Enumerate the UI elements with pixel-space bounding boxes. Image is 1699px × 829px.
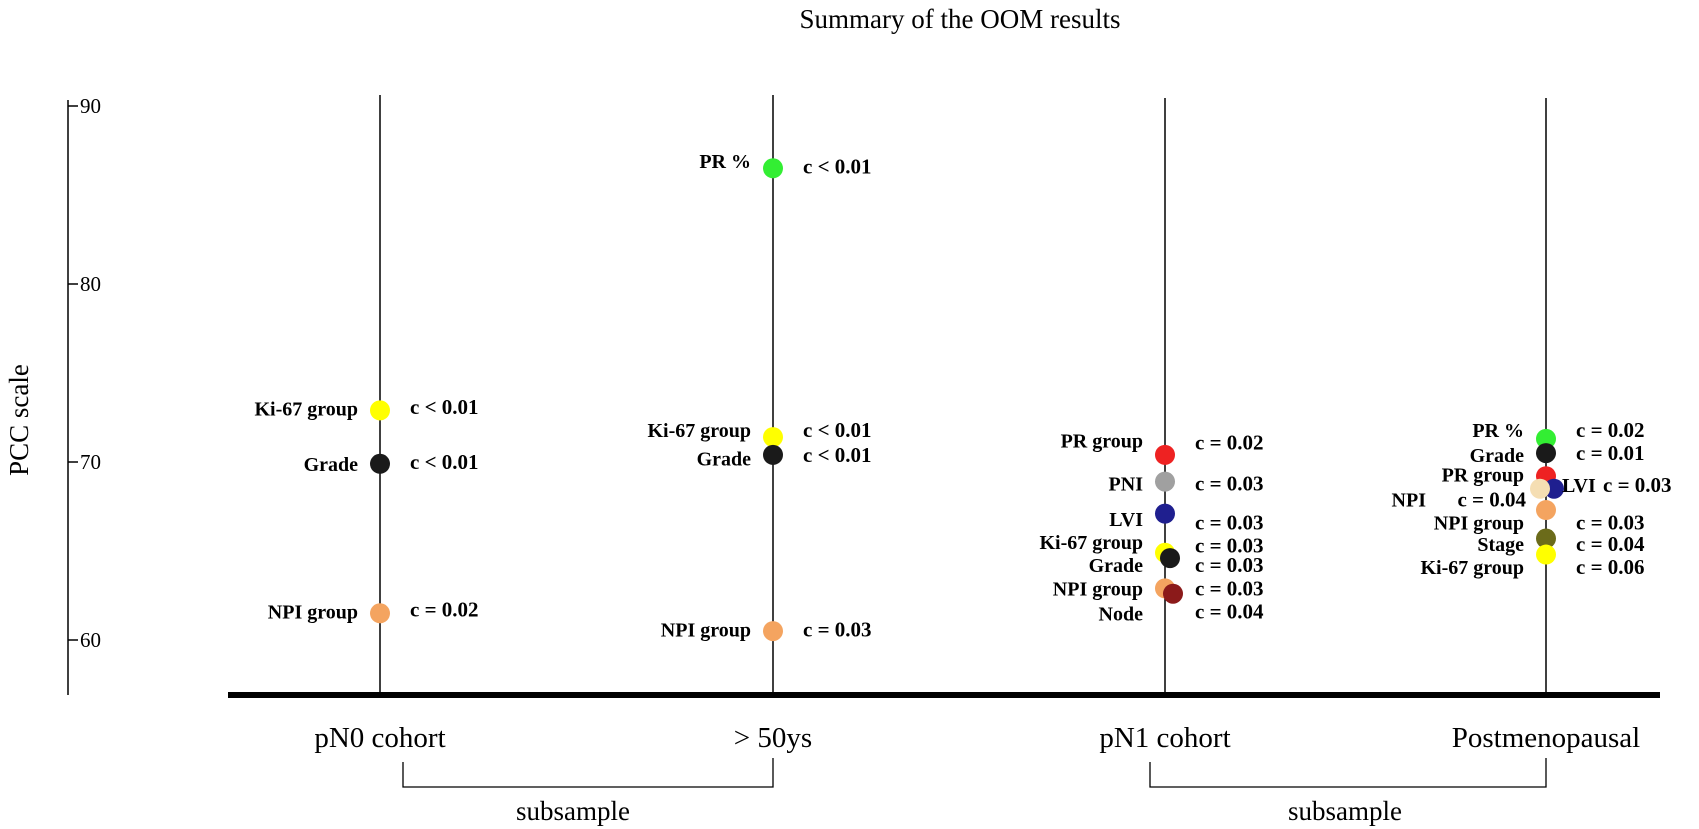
point-label: Node [1099, 603, 1144, 625]
chart-title: Summary of the OOM results [800, 4, 1121, 34]
y-tick-label: 70 [80, 450, 101, 474]
c-value-label: c = 0.02 [1195, 430, 1264, 454]
c-value-label: c = 0.04 [1457, 487, 1526, 511]
data-point [1163, 583, 1183, 604]
c-value-label: c = 0.03 [1195, 553, 1264, 577]
c-value-label: c < 0.01 [410, 450, 479, 474]
data-point [1536, 528, 1556, 549]
point-label: Ki-67 group [647, 420, 751, 442]
c-value-label: c < 0.01 [410, 395, 479, 419]
cohort-lines: pN0 cohort > 50ys pN1 cohort Postmenopausal [314, 95, 1640, 754]
c-value-label: c = 0.02 [410, 598, 479, 622]
point-label: Grade [1470, 445, 1525, 467]
data-point [763, 444, 783, 465]
cohort-label: > 50ys [734, 722, 812, 754]
y-tick-label: 80 [80, 272, 101, 296]
point-label: LVI [1562, 475, 1596, 497]
point-label: NPI group [268, 602, 358, 624]
c-value-label: c < 0.01 [803, 443, 872, 467]
data-point [370, 453, 390, 474]
data-point [1536, 544, 1556, 565]
data-point [763, 158, 783, 179]
cohort-label: Postmenopausal [1452, 722, 1641, 754]
point-label: Grade [304, 454, 359, 476]
point-label: NPI [1392, 489, 1427, 511]
c-value-label: c = 0.03 [1603, 473, 1672, 497]
c-value-label: c < 0.01 [803, 418, 872, 442]
data-point [370, 400, 390, 421]
c-value-label: c = 0.03 [1195, 534, 1264, 558]
point-label: PNI [1109, 473, 1144, 495]
point-label: NPI group [661, 619, 751, 641]
subsample-bracket [1149, 758, 1547, 788]
c-value-label: c = 0.06 [1576, 555, 1645, 579]
c-value-label: c = 0.03 [1195, 576, 1264, 600]
point-label: NPI group [1434, 513, 1524, 535]
data-point [370, 603, 390, 624]
y-tick-label: 90 [80, 94, 101, 118]
data-point [1536, 500, 1556, 521]
c-value-label: c = 0.02 [1576, 418, 1645, 442]
point-label: LVI [1109, 509, 1143, 531]
c-value-label: c = 0.03 [803, 617, 872, 641]
data-point [1544, 478, 1564, 499]
c-value-label: c = 0.01 [1576, 441, 1645, 465]
cohort-label: pN1 cohort [1099, 722, 1230, 754]
data-point [1530, 478, 1550, 499]
point-label: PR group [1061, 431, 1143, 453]
data-point [1155, 444, 1175, 465]
point-label: NPI group [1053, 578, 1143, 600]
point-label: Ki-67 group [1420, 557, 1524, 579]
data-point [1536, 428, 1556, 449]
data-points: Ki-67 group c < 0.01 Grade c < 0.01 NPI grou… [254, 151, 1671, 641]
point-label: Ki-67 group [1039, 532, 1143, 554]
point-label: Grade [697, 448, 752, 470]
point-label: PR group [1442, 464, 1524, 486]
point-label: PR % [1472, 420, 1524, 442]
point-label: Stage [1477, 534, 1524, 556]
point-label: PR % [699, 151, 751, 173]
y-axis-label: PCC scale [4, 364, 34, 476]
data-point [1536, 443, 1556, 464]
c-value-label: c = 0.03 [1195, 471, 1264, 495]
point-label: Grade [1089, 555, 1144, 577]
c-value-label: c = 0.04 [1576, 532, 1645, 556]
data-point [1155, 503, 1175, 524]
c-value-label: c < 0.01 [803, 155, 872, 179]
subsample-bracket [402, 758, 774, 788]
data-point [1160, 548, 1180, 569]
subsample-label: subsample [1288, 796, 1402, 826]
data-point [763, 427, 783, 448]
cohort-label: pN0 cohort [314, 722, 445, 754]
point-label: Ki-67 group [254, 399, 358, 421]
subsample-label: subsample [516, 796, 630, 826]
data-point [1155, 471, 1175, 492]
c-value-label: c = 0.03 [1195, 511, 1264, 535]
subsample-brackets: subsample subsample [402, 758, 1547, 826]
c-value-label: c = 0.03 [1576, 511, 1645, 535]
y-axis: 60 70 80 90 [67, 94, 101, 695]
y-tick-label: 60 [80, 628, 101, 652]
data-point [763, 621, 783, 642]
c-value-label: c = 0.04 [1195, 600, 1264, 624]
